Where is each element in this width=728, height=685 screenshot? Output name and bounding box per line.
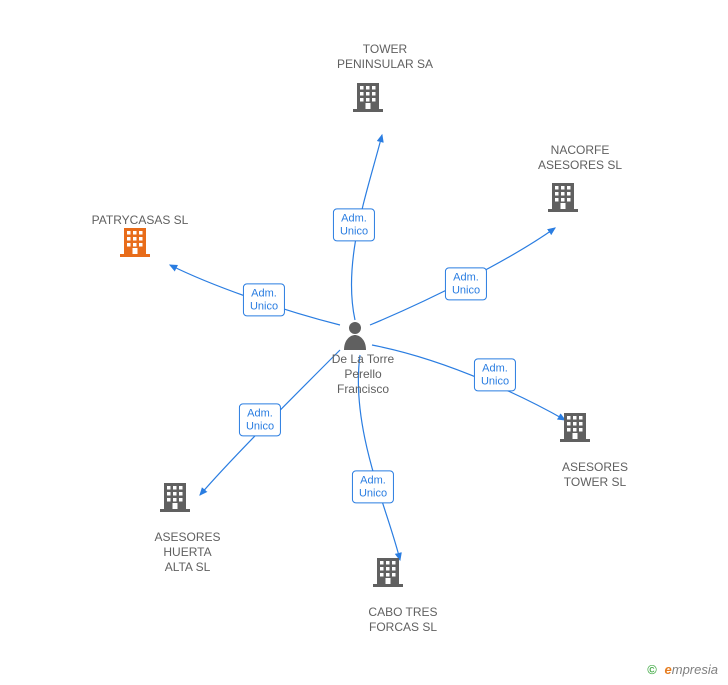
- center-label: De La Torre Perello Francisco: [323, 352, 403, 397]
- node-label-cabo-tres-forcas: CABO TRES FORCAS SL: [353, 605, 453, 635]
- building-icon-nacorfe: [548, 183, 578, 212]
- edge-label-nacorfe: Adm. Unico: [445, 267, 487, 300]
- building-icon-cabo-tres-forcas: [373, 558, 403, 587]
- edge-label-asesores-huerta: Adm. Unico: [239, 403, 281, 436]
- building-icon-patrycasas: [120, 228, 150, 257]
- copyright-symbol: ©: [647, 662, 657, 677]
- edge-label-patrycasas: Adm. Unico: [243, 283, 285, 316]
- network-canvas: [0, 0, 728, 685]
- node-label-tower-peninsular: TOWER PENINSULAR SA: [325, 42, 445, 72]
- building-icon-asesores-huerta: [160, 483, 190, 512]
- footer-branding: © empresia: [647, 662, 718, 677]
- building-icon-tower-peninsular: [353, 83, 383, 112]
- node-label-patrycasas: PATRYCASAS SL: [80, 213, 200, 228]
- node-label-asesores-huerta: ASESORES HUERTA ALTA SL: [140, 530, 235, 575]
- building-icon-asesores-tower: [560, 413, 590, 442]
- node-label-asesores-tower: ASESORES TOWER SL: [545, 460, 645, 490]
- brand-rest: mpresia: [672, 662, 718, 677]
- brand-first-letter: e: [665, 662, 672, 677]
- edge-label-cabo-tres-forcas: Adm. Unico: [352, 470, 394, 503]
- edge-label-asesores-tower: Adm. Unico: [474, 358, 516, 391]
- edge-label-tower-peninsular: Adm. Unico: [333, 208, 375, 241]
- person-icon: [344, 322, 366, 350]
- node-label-nacorfe: NACORFE ASESORES SL: [525, 143, 635, 173]
